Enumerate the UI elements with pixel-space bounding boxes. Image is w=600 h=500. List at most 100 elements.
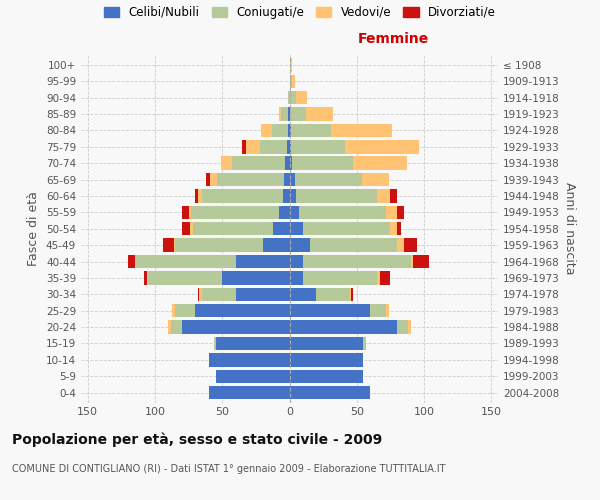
- Bar: [290, 91, 296, 104]
- Bar: [193, 222, 274, 235]
- Bar: [397, 222, 401, 235]
- Bar: [281, 108, 288, 120]
- Bar: [182, 206, 188, 219]
- Bar: [214, 337, 215, 350]
- Bar: [353, 156, 407, 170]
- Text: Femmine: Femmine: [358, 32, 430, 46]
- Bar: [295, 173, 362, 186]
- Bar: [413, 255, 430, 268]
- Bar: [303, 271, 377, 284]
- Bar: [397, 320, 408, 334]
- Bar: [397, 238, 404, 252]
- Bar: [290, 189, 296, 202]
- Bar: [288, 91, 290, 104]
- Bar: [279, 108, 281, 120]
- Bar: [171, 320, 182, 334]
- Bar: [290, 320, 397, 334]
- Bar: [215, 337, 290, 350]
- Bar: [202, 189, 283, 202]
- Bar: [303, 222, 391, 235]
- Bar: [290, 304, 370, 318]
- Bar: [290, 255, 303, 268]
- Bar: [236, 288, 290, 301]
- Bar: [352, 288, 353, 301]
- Bar: [279, 206, 290, 219]
- Bar: [380, 271, 391, 284]
- Bar: [290, 222, 303, 235]
- Bar: [410, 255, 413, 268]
- Bar: [198, 189, 202, 202]
- Bar: [163, 238, 174, 252]
- Bar: [404, 238, 417, 252]
- Bar: [391, 189, 397, 202]
- Bar: [296, 91, 307, 104]
- Bar: [272, 124, 288, 137]
- Bar: [350, 288, 352, 301]
- Bar: [188, 206, 191, 219]
- Bar: [274, 222, 290, 235]
- Bar: [299, 206, 386, 219]
- Bar: [310, 238, 397, 252]
- Bar: [397, 206, 404, 219]
- Bar: [217, 173, 284, 186]
- Bar: [377, 189, 391, 202]
- Bar: [290, 173, 295, 186]
- Bar: [198, 288, 199, 301]
- Bar: [386, 206, 397, 219]
- Bar: [286, 156, 290, 170]
- Bar: [232, 156, 286, 170]
- Text: Popolazione per età, sesso e stato civile - 2009: Popolazione per età, sesso e stato civil…: [12, 432, 382, 447]
- Bar: [283, 189, 290, 202]
- Y-axis label: Anni di nascita: Anni di nascita: [563, 182, 576, 275]
- Bar: [377, 271, 380, 284]
- Bar: [210, 173, 217, 186]
- Bar: [292, 74, 295, 88]
- Bar: [290, 140, 291, 153]
- Y-axis label: Fasce di età: Fasce di età: [28, 192, 40, 266]
- Bar: [196, 189, 198, 202]
- Bar: [290, 206, 299, 219]
- Legend: Celibi/Nubili, Coniugati/e, Vedovi/e, Divorziati/e: Celibi/Nubili, Coniugati/e, Vedovi/e, Di…: [104, 6, 496, 19]
- Bar: [386, 304, 389, 318]
- Bar: [175, 304, 196, 318]
- Bar: [199, 288, 202, 301]
- Bar: [135, 255, 236, 268]
- Bar: [408, 320, 410, 334]
- Bar: [290, 353, 364, 366]
- Bar: [182, 320, 290, 334]
- Bar: [148, 271, 222, 284]
- Bar: [144, 271, 147, 284]
- Bar: [290, 386, 370, 400]
- Bar: [288, 108, 290, 120]
- Bar: [196, 304, 290, 318]
- Bar: [292, 156, 353, 170]
- Text: COMUNE DI CONTIGLIANO (RI) - Dati ISTAT 1° gennaio 2009 - Elaborazione TUTTITALI: COMUNE DI CONTIGLIANO (RI) - Dati ISTAT …: [12, 464, 445, 474]
- Bar: [190, 222, 193, 235]
- Bar: [128, 255, 135, 268]
- Bar: [290, 74, 292, 88]
- Bar: [290, 288, 316, 301]
- Bar: [290, 370, 364, 383]
- Bar: [260, 140, 287, 153]
- Bar: [290, 238, 310, 252]
- Bar: [172, 304, 175, 318]
- Bar: [284, 173, 290, 186]
- Bar: [344, 140, 419, 153]
- Bar: [291, 124, 331, 137]
- Bar: [191, 206, 279, 219]
- Bar: [316, 288, 350, 301]
- Bar: [209, 386, 290, 400]
- Bar: [169, 320, 171, 334]
- Bar: [290, 124, 291, 137]
- Bar: [147, 271, 148, 284]
- Bar: [287, 140, 290, 153]
- Bar: [247, 140, 260, 153]
- Bar: [364, 337, 366, 350]
- Bar: [362, 173, 389, 186]
- Bar: [242, 140, 247, 153]
- Bar: [175, 238, 263, 252]
- Bar: [331, 124, 392, 137]
- Bar: [221, 156, 232, 170]
- Bar: [202, 288, 236, 301]
- Bar: [174, 238, 175, 252]
